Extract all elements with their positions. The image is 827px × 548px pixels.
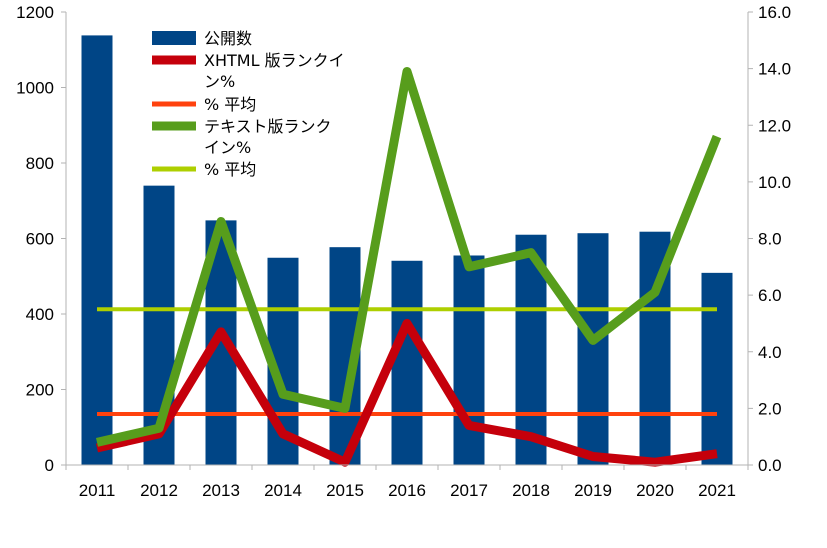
left-tick-label: 800 <box>26 154 54 173</box>
left-tick-label: 600 <box>26 230 54 249</box>
left-tick-label: 1200 <box>16 3 54 22</box>
x-tick-label: 2016 <box>388 481 426 500</box>
x-tick-label: 2012 <box>140 481 178 500</box>
legend-label-1: ン% <box>204 72 235 91</box>
right-tick-label: 2.0 <box>758 399 782 418</box>
bar-series <box>81 35 733 465</box>
left-tick-label: 1000 <box>16 79 54 98</box>
legend-swatch-0 <box>152 31 196 45</box>
right-tick-label: 16.0 <box>758 3 791 22</box>
left-tick-label: 400 <box>26 305 54 324</box>
legend-label-0: 公開数 <box>204 29 252 48</box>
legend-label-2: % 平均 <box>204 95 256 114</box>
left-tick-label: 0 <box>45 456 54 475</box>
right-tick-label: 6.0 <box>758 286 782 305</box>
right-tick-label: 4.0 <box>758 343 782 362</box>
legend-label-1: XHTML 版ランクイ <box>204 51 345 70</box>
bar-2011 <box>81 35 113 465</box>
bar-2017 <box>453 255 485 465</box>
right-tick-label: 0.0 <box>758 456 782 475</box>
axes: 0 200 400 600 800 1000 1200 0.0 2.0 4.0 6.0 8.0 10.0… <box>16 3 791 500</box>
legend-label-3: イン% <box>204 138 251 157</box>
line-series-1 <box>96 318 718 467</box>
legend-label-3: テキスト版ランク <box>204 117 332 136</box>
line-series <box>95 67 722 467</box>
line-series-3 <box>95 67 722 447</box>
bar-2016 <box>391 260 423 465</box>
x-tick-label: 2015 <box>326 481 364 500</box>
bar-2021 <box>701 272 733 465</box>
x-tick-label: 2011 <box>79 481 116 500</box>
right-tick-label: 8.0 <box>758 230 782 249</box>
x-tick-label: 2013 <box>202 481 240 500</box>
x-tick-label: 2021 <box>698 481 736 500</box>
bar-2019 <box>577 233 609 465</box>
x-tick-label: 2019 <box>574 481 612 500</box>
right-tick-label: 10.0 <box>758 173 791 192</box>
x-tick-label: 2014 <box>264 481 302 500</box>
legend-label-4: % 平均 <box>204 160 256 179</box>
x-tick-label: 2017 <box>450 481 488 500</box>
right-tick-label: 14.0 <box>758 60 791 79</box>
left-tick-label: 200 <box>26 381 54 400</box>
right-tick-label: 12.0 <box>758 116 791 135</box>
x-tick-label: 2020 <box>636 481 674 500</box>
x-tick-label: 2018 <box>512 481 550 500</box>
